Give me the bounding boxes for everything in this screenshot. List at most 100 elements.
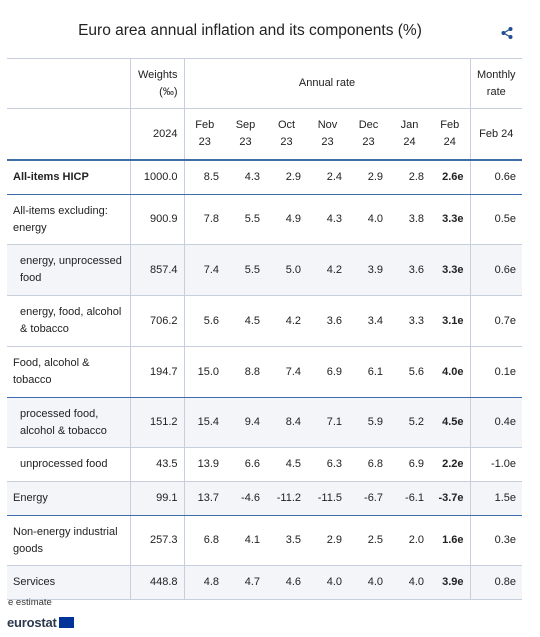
annual-rate-cell: 4.0 <box>389 565 430 600</box>
annual-rate-cell: 3.1e <box>430 295 471 347</box>
monthly-rate-cell: 1.5e <box>469 481 523 516</box>
row-label: energy, unprocessed food <box>7 244 130 296</box>
annual-rate-cell: 5.6 <box>389 346 430 398</box>
table-row: Non-energy industrial goods 257.3 6.8 4.1 3.5… <box>7 515 523 566</box>
weight-cell: 857.4 <box>129 244 185 296</box>
weight-cell: 43.5 <box>129 447 185 482</box>
table-row: Food, alcohol & tobacco 194.7 15.0 8.8 7.4 6.9… <box>7 346 523 398</box>
period-header: Sep 23 <box>225 108 266 161</box>
row-label: unprocessed food <box>7 447 130 482</box>
annual-rate-cell: 3.3e <box>430 194 471 245</box>
annual-rate-cell: 3.4 <box>348 295 389 347</box>
row-label: Non-energy industrial goods <box>7 515 130 566</box>
annual-rate-cell: 4.1 <box>225 515 266 566</box>
annual-rate-cell: 2.9 <box>266 160 307 195</box>
annual-rate-cell: 4.3 <box>307 194 348 245</box>
eu-flag-icon <box>58 617 74 628</box>
annual-rate-cell: 2.8 <box>389 160 430 195</box>
annual-rate-cell: 7.1 <box>307 397 348 448</box>
annual-rate-cell: 4.0e <box>430 346 471 398</box>
weight-cell: 257.3 <box>129 515 185 566</box>
table-row: energy, food, alcohol & tobacco 706.2 5.6 4.… <box>7 295 523 347</box>
row-label: All-items HICP <box>7 160 130 195</box>
annual-rate-cell: 4.9 <box>266 194 307 245</box>
row-label: Food, alcohol & tobacco <box>7 346 130 398</box>
annual-rate-cell: 6.9 <box>307 346 348 398</box>
annual-rate-cell: -11.5 <box>307 481 348 516</box>
annual-rate-cell: -6.1 <box>389 481 430 516</box>
annual-rate-cell: 4.0 <box>348 194 389 245</box>
annual-rate-cell: 4.6 <box>266 565 307 600</box>
annual-rate-cell: 4.0 <box>348 565 389 600</box>
table-row: Services 448.8 4.8 4.7 4.6 4.0 4.0 4.0 3.9e 0.8e <box>7 565 523 600</box>
annual-rate-cell: 9.4 <box>225 397 266 448</box>
annual-rate-cell: 1.6e <box>430 515 471 566</box>
monthly-rate-cell: 0.6e <box>469 244 523 296</box>
annual-rate-cell: -11.2 <box>266 481 307 516</box>
footnote: e estimate <box>8 597 52 608</box>
annual-rate-cell: -4.6 <box>225 481 266 516</box>
monthly-rate-cell: 0.4e <box>469 397 523 448</box>
annual-rate-cell: 2.5 <box>348 515 389 566</box>
annual-rate-cell: 13.9 <box>184 447 225 482</box>
annual-rate-cell: -6.7 <box>348 481 389 516</box>
annual-rate-cell: 2.2e <box>430 447 471 482</box>
annual-rate-cell: 5.0 <box>266 244 307 296</box>
annual-rate-cell: 13.7 <box>184 481 225 516</box>
annual-rate-cell: 3.3e <box>430 244 471 296</box>
table-row: unprocessed food 43.5 13.9 6.6 4.5 6.3 6.8 6.9 2… <box>7 447 523 482</box>
period-header: Feb 24 <box>430 108 471 161</box>
annual-rate-cell: 2.0 <box>389 515 430 566</box>
annual-rate-cell: 4.5 <box>225 295 266 347</box>
table-row: energy, unprocessed food 857.4 7.4 5.5 5.0 4.2… <box>7 244 523 296</box>
row-label: energy, food, alcohol & tobacco <box>7 295 130 347</box>
annual-rate-cell: 3.9 <box>348 244 389 296</box>
annual-rate-cell: 4.2 <box>266 295 307 347</box>
weight-cell: 194.7 <box>129 346 185 398</box>
annual-rate-cell: 5.5 <box>225 194 266 245</box>
annual-rate-cell: 3.5 <box>266 515 307 566</box>
weights-header: Weights (‰) <box>129 58 185 109</box>
row-label: Services <box>7 565 130 600</box>
header-blank <box>7 58 130 109</box>
monthly-rate-cell: 0.8e <box>469 565 523 600</box>
inflation-table: Weights (‰) Annual rate Monthly rate 202… <box>7 58 523 600</box>
annual-rate-header: Annual rate <box>184 58 471 109</box>
annual-rate-cell: 8.4 <box>266 397 307 448</box>
annual-rate-cell: 4.3 <box>225 160 266 195</box>
weight-cell: 706.2 <box>129 295 185 347</box>
weight-cell: 448.8 <box>129 565 185 600</box>
annual-rate-cell: 6.6 <box>225 447 266 482</box>
annual-rate-cell: 2.6e <box>430 160 471 195</box>
weights-year: 2024 <box>129 108 185 161</box>
annual-rate-cell: 7.4 <box>266 346 307 398</box>
annual-rate-cell: 4.7 <box>225 565 266 600</box>
annual-rate-cell: 3.3 <box>389 295 430 347</box>
weight-cell: 900.9 <box>129 194 185 245</box>
share-icon[interactable] <box>500 26 514 40</box>
annual-rate-cell: 3.6 <box>389 244 430 296</box>
annual-rate-cell: 6.8 <box>184 515 225 566</box>
annual-rate-cell: 3.8 <box>389 194 430 245</box>
annual-rate-cell: 6.8 <box>348 447 389 482</box>
annual-rate-cell: 5.6 <box>184 295 225 347</box>
annual-rate-cell: 6.1 <box>348 346 389 398</box>
weight-cell: 1000.0 <box>129 160 185 195</box>
annual-rate-cell: 7.4 <box>184 244 225 296</box>
annual-rate-cell: 5.2 <box>389 397 430 448</box>
monthly-rate-cell: 0.1e <box>469 346 523 398</box>
period-header: Nov 23 <box>307 108 348 161</box>
table-row: Energy 99.1 13.7 -4.6 -11.2 -11.5 -6.7 -6.1 -3.7… <box>7 481 523 516</box>
table-row: All-items excluding: energy 900.9 7.8 5.5 4.9… <box>7 194 523 245</box>
annual-rate-cell: 5.9 <box>348 397 389 448</box>
annual-rate-cell: 4.5 <box>266 447 307 482</box>
annual-rate-cell: 4.8 <box>184 565 225 600</box>
annual-rate-cell: -3.7e <box>430 481 471 516</box>
annual-rate-cell: 5.5 <box>225 244 266 296</box>
period-header: Jan 24 <box>389 108 430 161</box>
annual-rate-cell: 3.9e <box>430 565 471 600</box>
row-label: All-items excluding: energy <box>7 194 130 245</box>
row-label: Energy <box>7 481 130 516</box>
table-row: processed food, alcohol & tobacco 151.2 15.… <box>7 397 523 448</box>
row-label: processed food, alcohol & tobacco <box>7 397 130 448</box>
